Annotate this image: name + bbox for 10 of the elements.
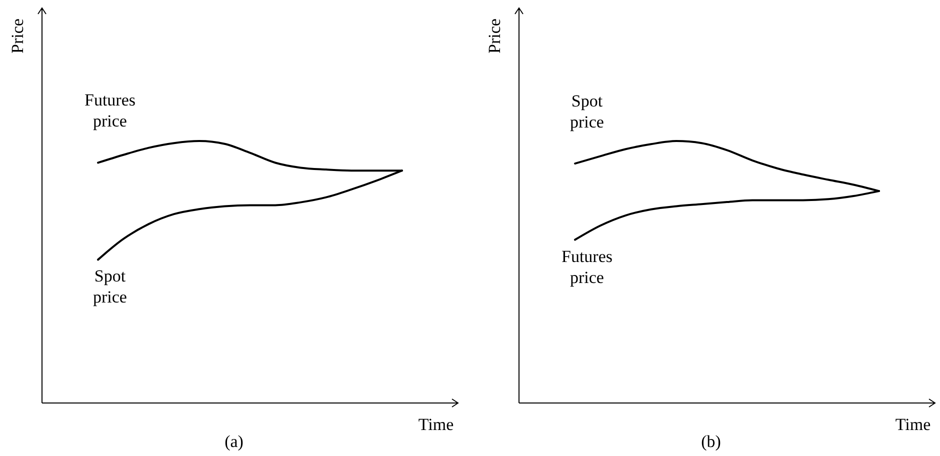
series-label: Spot price — [570, 92, 604, 132]
y-axis-title: Price — [485, 18, 504, 54]
series-label: Futures price — [562, 246, 612, 287]
x-axis-title: Time — [418, 415, 454, 434]
x-axis-title: Time — [895, 415, 931, 434]
text: (b) — [701, 432, 721, 451]
text: (a) — [224, 432, 244, 451]
series-label: Spot price — [93, 266, 127, 307]
series-label: Futures price — [84, 90, 136, 131]
y-axis-title: Price — [8, 18, 27, 54]
